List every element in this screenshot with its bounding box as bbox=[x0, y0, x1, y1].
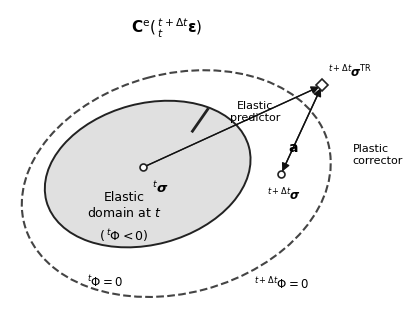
Text: ${}^{t+\Delta t}\boldsymbol{\sigma}$: ${}^{t+\Delta t}\boldsymbol{\sigma}$ bbox=[267, 186, 301, 203]
Text: $(\,{}^{t}\Phi<0)$: $(\,{}^{t}\Phi<0)$ bbox=[99, 228, 149, 244]
Text: ${}^{t}\Phi=0$: ${}^{t}\Phi=0$ bbox=[87, 274, 123, 290]
Ellipse shape bbox=[45, 101, 251, 247]
Text: ${}^{t+\Delta t}\Phi=0$: ${}^{t+\Delta t}\Phi=0$ bbox=[254, 275, 308, 292]
Text: Elastic
predictor: Elastic predictor bbox=[230, 101, 281, 123]
Text: Plastic
corrector: Plastic corrector bbox=[353, 144, 403, 166]
Text: $\mathbf{C}^{\mathrm{e}}(\,{}^{t+\Delta t}_{t}\boldsymbol{\varepsilon})$: $\mathbf{C}^{\mathrm{e}}(\,{}^{t+\Delta … bbox=[131, 17, 202, 40]
Text: ${}^{t}\boldsymbol{\sigma}$: ${}^{t}\boldsymbol{\sigma}$ bbox=[153, 180, 169, 196]
Text: ${}^{t+\Delta t}\boldsymbol{\sigma}^{\mathrm{TR}}$: ${}^{t+\Delta t}\boldsymbol{\sigma}^{\ma… bbox=[328, 64, 372, 80]
Text: $\mathbf{a}$: $\mathbf{a}$ bbox=[288, 141, 299, 155]
Text: Elastic
domain at $t$: Elastic domain at $t$ bbox=[87, 191, 161, 220]
